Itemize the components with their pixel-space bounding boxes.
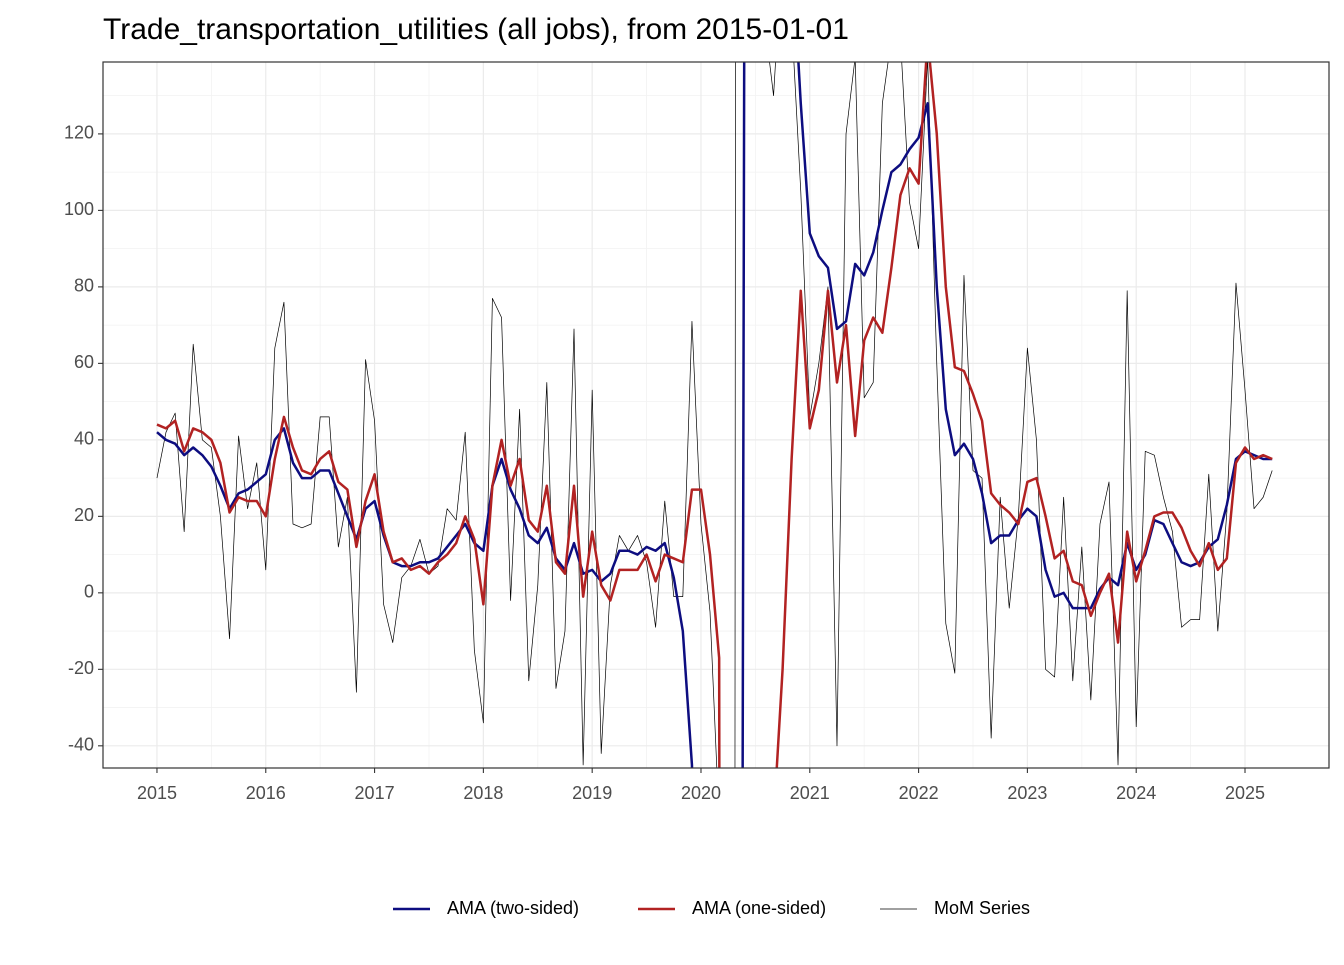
y-tick-label: 100 xyxy=(64,199,94,219)
x-tick-label: 2020 xyxy=(681,783,721,803)
legend-label: AMA (one-sided) xyxy=(692,898,826,918)
x-tick-label: 2024 xyxy=(1116,783,1156,803)
legend: AMA (two-sided) AMA (one-sided) MoM Series xyxy=(393,898,1030,918)
plot-lines xyxy=(156,62,1273,768)
y-tick-label: 60 xyxy=(74,352,94,372)
chart-title: Trade_transportation_utilities (all jobs… xyxy=(103,13,849,46)
x-tick-label: 2019 xyxy=(572,783,612,803)
y-tick-label: 120 xyxy=(64,123,94,143)
y-tick-label: -20 xyxy=(68,658,94,678)
x-tick-label: 2025 xyxy=(1225,783,1265,803)
y-tick-label: 80 xyxy=(74,276,94,296)
axes: -40 -20 0 20 40 60 80 100 120 2015 2016 2017 2018 201… xyxy=(64,123,1265,803)
legend-label: MoM Series xyxy=(934,898,1030,918)
x-tick-label: 2021 xyxy=(790,783,830,803)
series-line xyxy=(156,62,1273,768)
plot-border xyxy=(102,61,1330,769)
grid xyxy=(103,62,1329,768)
x-tick-label: 2015 xyxy=(137,783,177,803)
y-tick-label: -40 xyxy=(68,735,94,755)
x-tick-label: 2017 xyxy=(355,783,395,803)
x-tick-label: 2023 xyxy=(1007,783,1047,803)
y-tick-label: 20 xyxy=(74,505,94,525)
series-line xyxy=(156,62,1273,768)
x-tick-label: 2018 xyxy=(463,783,503,803)
y-tick-label: 40 xyxy=(74,429,94,449)
x-tick-label: 2016 xyxy=(246,783,286,803)
series-line xyxy=(156,62,1273,768)
x-tick-label: 2022 xyxy=(899,783,939,803)
y-tick-label: 0 xyxy=(84,582,94,602)
legend-label: AMA (two-sided) xyxy=(447,898,579,918)
